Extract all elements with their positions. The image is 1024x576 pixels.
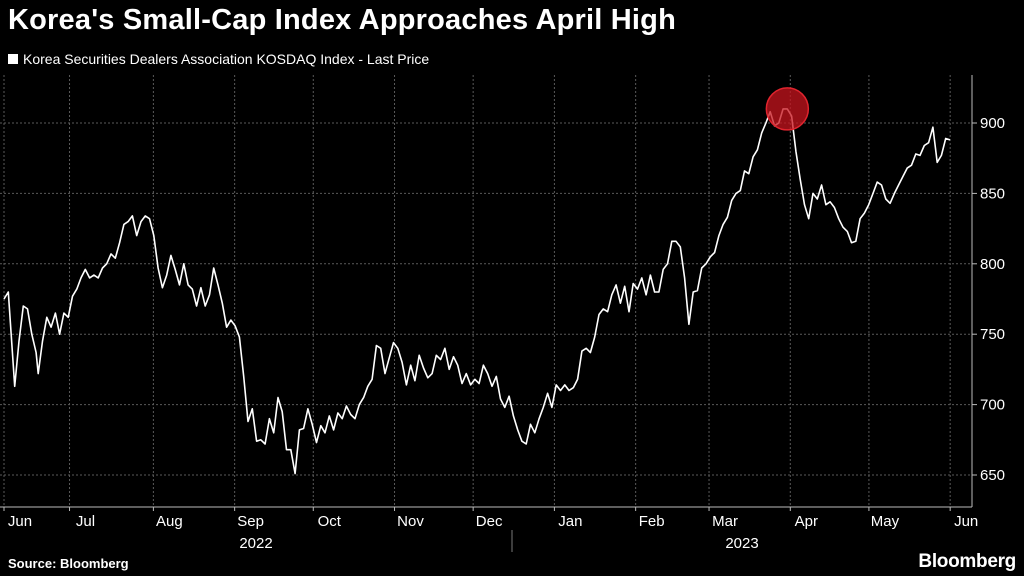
xtick-label-may-11: May [871,513,900,530]
xtick-label-oct-4: Oct [318,513,342,530]
xtick-label-jun-0: Jun [8,513,32,530]
ytick-label-700: 700 [980,397,1005,414]
xtick-label-apr-10: Apr [795,513,818,530]
xtick-label-nov-5: Nov [397,513,424,530]
series-line-kosdaq [3,108,951,475]
source-label: Source: Bloomberg [8,556,129,571]
legend: Korea Securities Dealers Association KOS… [8,51,429,67]
legend-swatch [8,54,18,64]
ytick-label-850: 850 [980,185,1005,202]
xtick-label-dec-6: Dec [476,513,503,530]
chart-title: Korea's Small-Cap Index Approaches April… [8,4,676,36]
ytick-label-800: 800 [980,256,1005,273]
xtick-label-mar-9: Mar [712,513,738,530]
xtick-label-jul-1: Jul [76,513,95,530]
ytick-label-900: 900 [980,115,1005,132]
xtick-label-aug-2: Aug [156,513,183,530]
year-label-2022: 2022 [239,535,272,552]
april-high-marker [765,87,810,131]
ytick-label-750: 750 [980,326,1005,343]
xtick-label-jun-12: Jun [954,513,978,530]
bloomberg-logo: Bloomberg [918,551,1016,572]
xtick-label-feb-8: Feb [639,513,665,530]
ytick-label-650: 650 [980,467,1005,484]
year-label-2023: 2023 [725,535,758,552]
xtick-label-jan-7: Jan [558,513,582,530]
xtick-label-sep-3: Sep [237,513,264,530]
legend-label: Korea Securities Dealers Association KOS… [23,51,430,67]
